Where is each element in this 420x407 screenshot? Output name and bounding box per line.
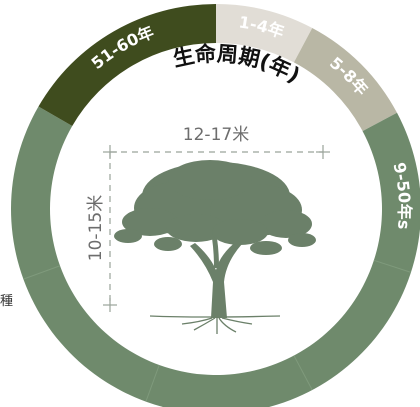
ring-divider	[23, 265, 61, 280]
height-label: 10-15米	[86, 195, 106, 261]
tree-trunk	[190, 238, 242, 318]
tree-roots	[149, 315, 281, 334]
ring-segment-51-60	[38, 4, 217, 126]
life-cycle-ring	[11, 4, 420, 407]
ring-divider	[145, 364, 160, 402]
ring-segment-5-8	[293, 27, 398, 132]
tree-canopy	[114, 160, 316, 255]
dimension-lines	[103, 145, 330, 312]
tree-illustration	[114, 160, 316, 334]
side-note-fragment: 種	[0, 294, 14, 309]
width-label: 12-17米	[183, 125, 249, 145]
ring-segment-1-4	[216, 4, 313, 63]
ring-divider	[293, 355, 313, 391]
ring-segment-9-50	[11, 106, 420, 407]
ring-divider	[373, 259, 412, 273]
ring-dividers	[23, 259, 412, 402]
